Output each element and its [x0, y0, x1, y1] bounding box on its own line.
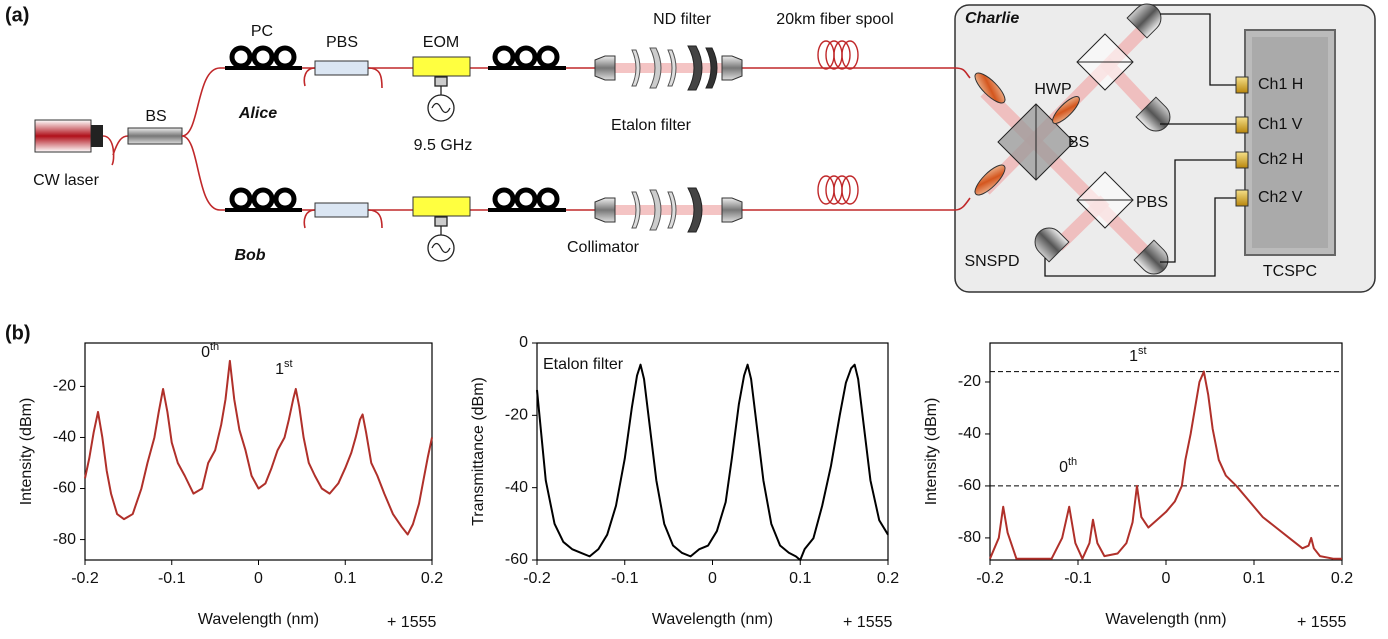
x-axis-label: Wavelength (nm) [1105, 611, 1226, 628]
label: PBS [1136, 194, 1168, 211]
setup-diagram: PC PBS EOM ND filter 20km fiber spool Ch… [33, 3, 1376, 293]
y-axis-label: Intensity (dBm) [923, 398, 940, 506]
y-tick-label: -20 [505, 407, 528, 424]
label: 9.5 GHz [414, 137, 473, 154]
fiber [303, 67, 383, 229]
x-tick-label: 0.1 [789, 570, 811, 587]
plot-frame [84, 342, 433, 561]
polarization-controller [488, 45, 566, 70]
label: Collimator [567, 239, 640, 256]
polarization-controller [488, 187, 566, 212]
pbs-fiber [314, 202, 369, 218]
x-tick-label: 0.2 [877, 570, 899, 587]
spectrum-line [989, 370, 1342, 560]
x-tick-label: -0.2 [523, 570, 551, 587]
annotation: Etalon filter [543, 356, 624, 373]
y-tick-label: -40 [958, 425, 981, 442]
x-tick-label: 0.2 [1331, 570, 1353, 587]
y-tick-label: -40 [53, 429, 76, 446]
panel-label: (b) [5, 322, 31, 344]
annotation-sup: st [1138, 345, 1147, 357]
x-tick-label: 0 [708, 570, 717, 587]
x-tick-label: -0.2 [976, 570, 1004, 587]
free-space-optics [594, 45, 743, 233]
polarization-controller [225, 187, 302, 212]
y-tick-label: -80 [53, 531, 76, 548]
x-offset-label: + 1555 [843, 614, 892, 631]
fiber [102, 135, 129, 166]
eom [412, 196, 471, 217]
x-tick-label: -0.1 [611, 570, 639, 587]
label: Bob [234, 247, 265, 264]
y-axis-label: Intensity (dBm) [18, 398, 35, 506]
y-tick-label: -20 [53, 378, 76, 395]
label: BS [1068, 134, 1089, 151]
y-tick-label: -20 [958, 373, 981, 390]
x-tick-label: 0.2 [421, 570, 443, 587]
label: Ch1 H [1258, 76, 1303, 93]
y-tick-label: -40 [505, 479, 528, 496]
y-tick-label: -60 [958, 477, 981, 494]
y-tick-label: 0 [519, 334, 528, 351]
x-tick-label: 0.1 [1243, 570, 1265, 587]
label: ND filter [653, 11, 711, 28]
spectrum-line [84, 359, 433, 536]
x-tick-label: -0.2 [71, 570, 99, 587]
panel-label: (a) [5, 4, 29, 26]
x-tick-label: -0.1 [158, 570, 186, 587]
label: Ch1 V [1258, 116, 1303, 133]
rf-source [427, 76, 455, 262]
x-axis-label: Wavelength (nm) [198, 611, 319, 628]
label: EOM [423, 34, 459, 51]
label: PC [251, 23, 273, 40]
label: BS [145, 108, 166, 125]
label: SNSPD [964, 253, 1019, 270]
x-tick-label: 0.1 [334, 570, 356, 587]
x-tick-label: 0 [254, 570, 263, 587]
annotation-sup: th [210, 341, 219, 353]
label: Ch2 H [1258, 151, 1303, 168]
label: CW laser [33, 172, 99, 189]
eom [412, 56, 471, 77]
plot-frame [989, 342, 1343, 561]
label: TCSPC [1263, 263, 1317, 280]
label: HWP [1034, 81, 1071, 98]
pbs-fiber [314, 60, 369, 76]
label: Etalon filter [611, 117, 692, 134]
y-tick-label: -80 [958, 529, 981, 546]
beam-splitter [127, 127, 183, 145]
x-tick-label: 0 [1162, 570, 1171, 587]
label: Charlie [965, 10, 1019, 27]
fiber [181, 67, 971, 137]
y-axis-label: Transmittance (dBm) [470, 377, 487, 526]
fiber-spool [817, 40, 859, 205]
x-axis-label: Wavelength (nm) [652, 611, 773, 628]
annotation-sup: st [284, 358, 293, 370]
label: PBS [326, 34, 358, 51]
label: Alice [238, 105, 277, 122]
label: Ch2 V [1258, 189, 1303, 206]
x-tick-label: -0.1 [1064, 570, 1092, 587]
annotation: 0 [1059, 459, 1068, 476]
annotation: 1 [275, 361, 284, 378]
fiber [181, 135, 971, 211]
label: 20km fiber spool [776, 11, 893, 28]
spectrum-line [536, 363, 889, 561]
plot-frame [536, 342, 889, 561]
y-tick-label: -60 [53, 480, 76, 497]
laser [34, 119, 92, 153]
annotation-sup: th [1068, 456, 1077, 468]
x-offset-label: + 1555 [387, 614, 436, 631]
laser-cap [91, 125, 103, 147]
annotation: 1 [1129, 348, 1138, 365]
y-tick-label: -60 [505, 551, 528, 568]
polarization-controller [225, 45, 302, 70]
x-offset-label: + 1555 [1297, 614, 1346, 631]
charlie-optics [974, 3, 1336, 277]
annotation: 0 [201, 344, 210, 361]
